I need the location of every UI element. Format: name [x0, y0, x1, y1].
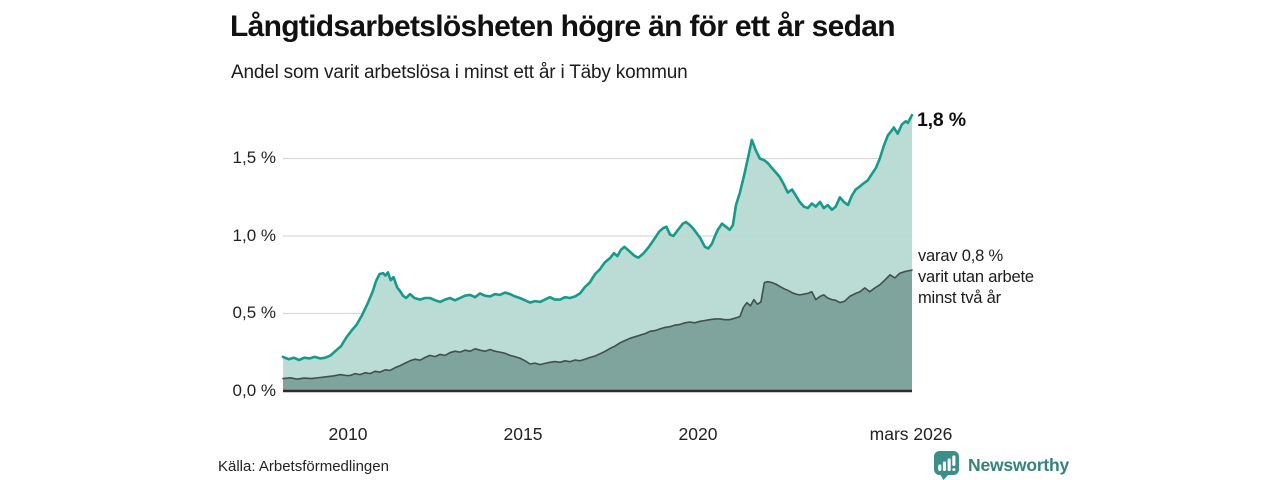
newsworthy-logo-link[interactable]: Newsworthy	[933, 450, 1069, 480]
x-axis-label-2010: 2010	[328, 424, 368, 444]
source-note: Källa: Arbetsförmedlingen	[218, 458, 389, 475]
y-axis-label-1-5: 1,5 %	[232, 148, 276, 167]
chart-subtitle: Andel som varit arbetslösa i minst ett å…	[231, 62, 688, 83]
y-axis-label-0-5: 0,5 %	[232, 303, 276, 322]
subset-annotation-line-3: minst två år	[918, 289, 1001, 307]
subset-annotation-line-1: varav 0,8 %	[918, 247, 1003, 265]
newsworthy-logo-icon	[934, 451, 959, 480]
subset-annotation: varav 0,8 % varit utan arbete minst två …	[918, 246, 1034, 309]
newsworthy-logo-text: Newsworthy	[968, 454, 1070, 475]
y-axis-label-1-0: 1,0 %	[232, 226, 276, 245]
latest-value-label: 1,8 %	[917, 109, 966, 131]
x-axis-label-2015: 2015	[503, 424, 543, 444]
subset-annotation-line-2: varit utan arbete	[918, 268, 1034, 286]
x-axis-label-mars-2026: mars 2026	[869, 424, 953, 444]
y-axis-label-0: 0,0 %	[232, 381, 276, 400]
x-axis-label-2020: 2020	[678, 424, 718, 444]
chart-title: Långtidsarbetslösheten högre än för ett …	[230, 10, 896, 43]
